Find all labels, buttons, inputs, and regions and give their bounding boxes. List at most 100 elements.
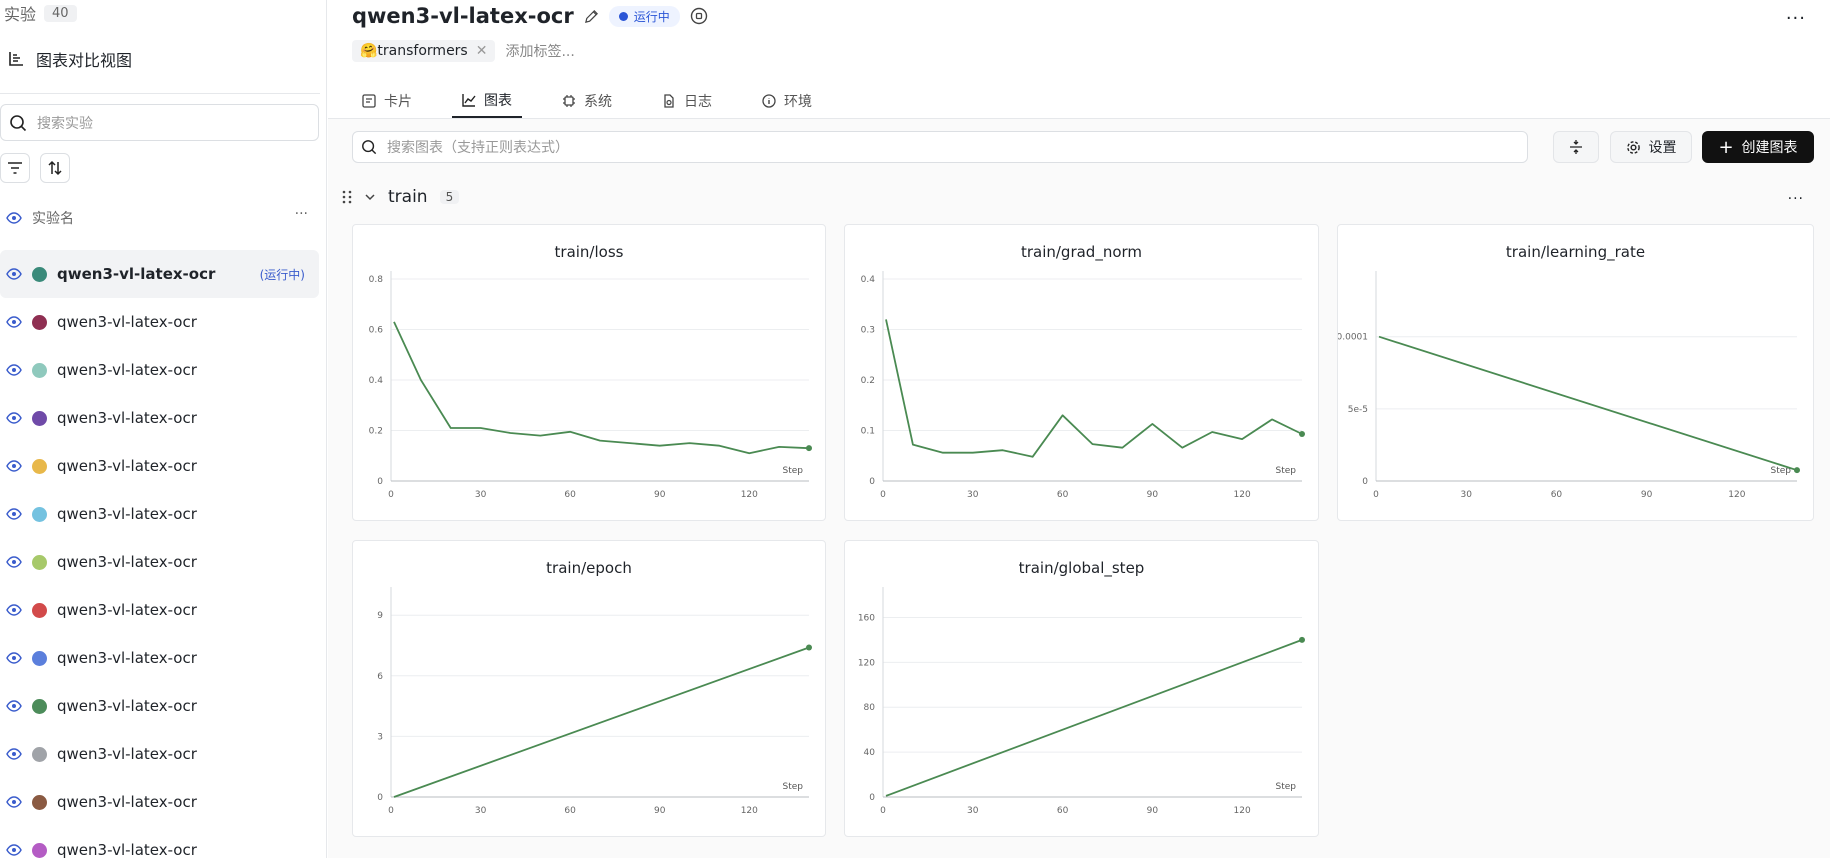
- sort-button[interactable]: [40, 153, 70, 183]
- run-color-dot[interactable]: [32, 314, 47, 330]
- x-tick-label: 60: [564, 490, 576, 500]
- add-tag-button[interactable]: 添加标签...: [505, 44, 575, 60]
- run-color-dot[interactable]: [32, 794, 47, 810]
- create-chart-button[interactable]: + 创建图表: [1702, 131, 1814, 163]
- experiment-run-row[interactable]: qwen3-vl-latex-ocr: [0, 538, 319, 586]
- x-axis-label: Step: [1771, 466, 1792, 476]
- tab-cards[interactable]: 卡片: [352, 84, 422, 118]
- y-tick-label: 40: [864, 748, 876, 758]
- y-tick-label: 3: [377, 732, 383, 742]
- drag-handle-icon[interactable]: [342, 190, 352, 204]
- stop-icon[interactable]: [690, 7, 708, 25]
- run-color-dot[interactable]: [32, 458, 47, 474]
- tab-label: 卡片: [384, 94, 412, 110]
- experiment-run-row[interactable]: qwen3-vl-latex-ocr: [0, 394, 319, 442]
- filter-button[interactable]: [0, 153, 30, 183]
- chart-train-grad-norm[interactable]: train/grad_norm 0 0.1 0.2 0.3 0.4 0 30 60 90 120 St…: [844, 224, 1319, 521]
- run-color-dot[interactable]: [32, 842, 47, 858]
- chart-title: train/epoch: [546, 559, 632, 577]
- tab-logs[interactable]: 日志: [652, 84, 722, 118]
- eye-icon[interactable]: [6, 602, 22, 618]
- last-point-marker: [806, 445, 812, 452]
- experiment-run-row[interactable]: qwen3-vl-latex-ocr: [0, 490, 319, 538]
- chart-train-epoch[interactable]: train/epoch 0 3 6 9 0 30 60 90 120 Step: [352, 540, 826, 837]
- main-panel: qwen3-vl-latex-ocr 运行中 ··· 🤗transformers…: [328, 0, 1830, 858]
- chart-title: train/learning_rate: [1505, 243, 1646, 261]
- experiment-run-row[interactable]: qwen3-vl-latex-ocr: [0, 778, 319, 826]
- experiment-run-row[interactable]: qwen3-vl-latex-ocr: [0, 634, 319, 682]
- chart-train-global-step[interactable]: train/global_step 0 40 80 120 160 0 30 60 90 120 St…: [844, 540, 1319, 837]
- experiment-run-row[interactable]: qwen3-vl-latex-ocr: [0, 826, 319, 858]
- series-line: [885, 319, 1303, 458]
- run-color-dot[interactable]: [32, 698, 47, 714]
- x-tick-label: 30: [967, 806, 979, 816]
- edit-icon[interactable]: [584, 9, 599, 24]
- tag-transformers[interactable]: 🤗transformers ✕: [352, 40, 496, 62]
- run-color-dot[interactable]: [32, 650, 47, 666]
- chart-view-icon: [9, 52, 23, 66]
- eye-icon[interactable]: [6, 458, 22, 474]
- charts-area: 搜索图表（支持正则表达式） 设置 + 创建图表 train 5 ··· trai…: [328, 119, 1830, 858]
- tab-label: 日志: [684, 94, 712, 110]
- y-tick-label: 0.2: [861, 376, 875, 386]
- settings-button[interactable]: 设置: [1610, 131, 1692, 163]
- column-more-icon[interactable]: ···: [294, 206, 308, 222]
- eye-icon[interactable]: [6, 362, 22, 378]
- y-tick-label: 9: [377, 611, 383, 621]
- chart-train-learning-rate[interactable]: train/learning_rate 0 5e-5 0.0001 0 30 60 90 120…: [1337, 224, 1814, 521]
- eye-icon[interactable]: [6, 650, 22, 666]
- y-tick-label: 0: [1362, 477, 1368, 487]
- eye-icon[interactable]: [6, 410, 22, 426]
- eye-icon[interactable]: [6, 266, 22, 282]
- eye-icon[interactable]: [6, 210, 22, 226]
- y-tick-label: 0: [377, 793, 383, 803]
- eye-icon[interactable]: [6, 746, 22, 762]
- create-chart-label: 创建图表: [1741, 140, 1798, 156]
- eye-icon[interactable]: [6, 842, 22, 858]
- experiment-run-row[interactable]: qwen3-vl-latex-ocr: [0, 586, 319, 634]
- tab-charts[interactable]: 图表: [452, 84, 522, 118]
- search-icon: [10, 114, 27, 131]
- run-color-dot[interactable]: [32, 506, 47, 522]
- header-more-icon[interactable]: ···: [1785, 8, 1806, 29]
- y-tick-label: 0: [869, 793, 875, 803]
- run-color-dot[interactable]: [32, 602, 47, 618]
- x-tick-label: 120: [741, 490, 758, 500]
- experiment-name: qwen3-vl-latex-ocr: [352, 4, 574, 28]
- tab-label: 图表: [484, 93, 512, 109]
- chart-search-input[interactable]: 搜索图表（支持正则表达式）: [352, 131, 1528, 163]
- run-name: qwen3-vl-latex-ocr: [57, 505, 197, 523]
- last-point-marker: [1299, 431, 1305, 438]
- collapse-button[interactable]: [1553, 131, 1599, 163]
- run-color-dot[interactable]: [32, 266, 47, 282]
- group-more-icon[interactable]: ···: [1787, 191, 1804, 207]
- series-line: [393, 321, 810, 455]
- run-color-dot[interactable]: [32, 746, 47, 762]
- eye-icon[interactable]: [6, 314, 22, 330]
- chart-train-loss[interactable]: train/loss 0 0.2 0.4 0.6 0.8 0 30 60 90 120 Step: [352, 224, 826, 521]
- run-color-dot[interactable]: [32, 554, 47, 570]
- experiment-run-row[interactable]: qwen3-vl-latex-ocr (运行中): [0, 250, 319, 298]
- experiment-run-row[interactable]: qwen3-vl-latex-ocr: [0, 442, 319, 490]
- experiment-search-input[interactable]: 搜索实验: [0, 104, 319, 141]
- group-header[interactable]: train 5: [342, 187, 460, 207]
- close-icon[interactable]: ✕: [475, 43, 488, 59]
- run-name: qwen3-vl-latex-ocr: [57, 649, 197, 667]
- experiment-run-row[interactable]: qwen3-vl-latex-ocr: [0, 682, 319, 730]
- run-color-dot[interactable]: [32, 362, 47, 378]
- eye-icon[interactable]: [6, 554, 22, 570]
- tab-environment[interactable]: 环境: [752, 84, 822, 118]
- log-icon: [664, 94, 674, 108]
- eye-icon[interactable]: [6, 698, 22, 714]
- sidebar-tools: [0, 153, 70, 183]
- eye-icon[interactable]: [6, 794, 22, 810]
- experiment-run-row[interactable]: qwen3-vl-latex-ocr: [0, 346, 319, 394]
- eye-icon[interactable]: [6, 506, 22, 522]
- experiment-run-row[interactable]: qwen3-vl-latex-ocr: [0, 298, 319, 346]
- chart-compare-view[interactable]: 图表对比视图: [0, 44, 326, 74]
- tab-system[interactable]: 系统: [552, 84, 622, 118]
- run-color-dot[interactable]: [32, 410, 47, 426]
- experiment-run-row[interactable]: qwen3-vl-latex-ocr: [0, 730, 319, 778]
- chevron-down-icon[interactable]: [364, 191, 376, 203]
- run-name: qwen3-vl-latex-ocr: [57, 793, 197, 811]
